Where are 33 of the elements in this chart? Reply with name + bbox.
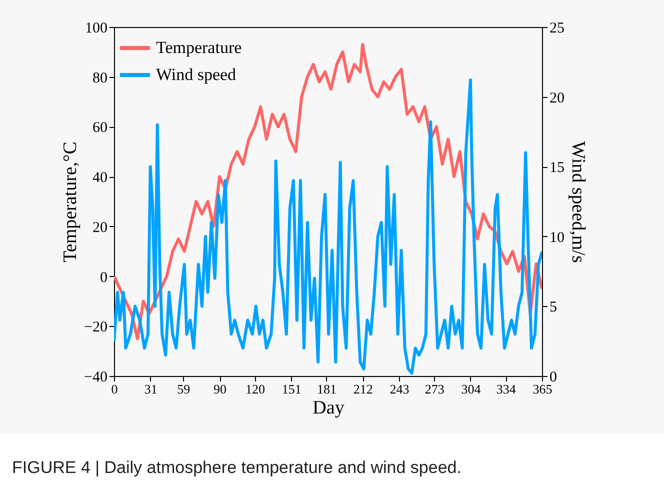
x-tick-label: 90 xyxy=(214,382,227,396)
y2-axis-title: Wind speed,m/s xyxy=(568,141,588,263)
legend-label: Temperature xyxy=(156,38,242,57)
y2-tick-label: 20 xyxy=(550,90,564,106)
x-tick-label: 181 xyxy=(316,382,336,396)
y2-tick-label: 10 xyxy=(550,230,564,246)
x-tick-label: 0 xyxy=(111,382,118,396)
x-axis-title: Day xyxy=(312,398,345,418)
y-axis-title: Temperature,°C xyxy=(60,142,82,262)
x-tick-label: 304 xyxy=(461,382,482,396)
x-tick-label: 31 xyxy=(144,382,158,396)
y2-tick-label: 15 xyxy=(550,160,564,176)
x-tick-label: 212 xyxy=(353,382,373,396)
x-tick-label: 59 xyxy=(177,382,190,396)
caption: FIGURE 4 | Daily atmosphere temperature and wind speed. xyxy=(12,458,462,478)
y-tick-label: 0 xyxy=(100,270,108,286)
y-tick-label: 40 xyxy=(92,170,108,186)
y2-tick-label: 25 xyxy=(550,20,564,36)
x-tick-label: 365 xyxy=(532,382,552,396)
y-tick-label: 80 xyxy=(92,70,108,86)
y-tick-label: 60 xyxy=(92,120,108,136)
y2-tick-label: 0 xyxy=(550,370,557,386)
y-tick-label: −40 xyxy=(84,370,108,386)
y-tick-label: 100 xyxy=(85,20,108,36)
y-tick-label: −20 xyxy=(84,320,108,336)
x-tick-label: 151 xyxy=(282,382,302,396)
legend-label: Wind speed xyxy=(156,65,237,84)
y-tick-label: 20 xyxy=(92,220,108,236)
x-tick-label: 334 xyxy=(496,382,516,396)
x-tick-label: 243 xyxy=(390,382,410,396)
x-tick-label: 120 xyxy=(245,382,265,396)
x-tick-label: 273 xyxy=(424,382,444,396)
y2-tick-label: 5 xyxy=(550,300,557,316)
